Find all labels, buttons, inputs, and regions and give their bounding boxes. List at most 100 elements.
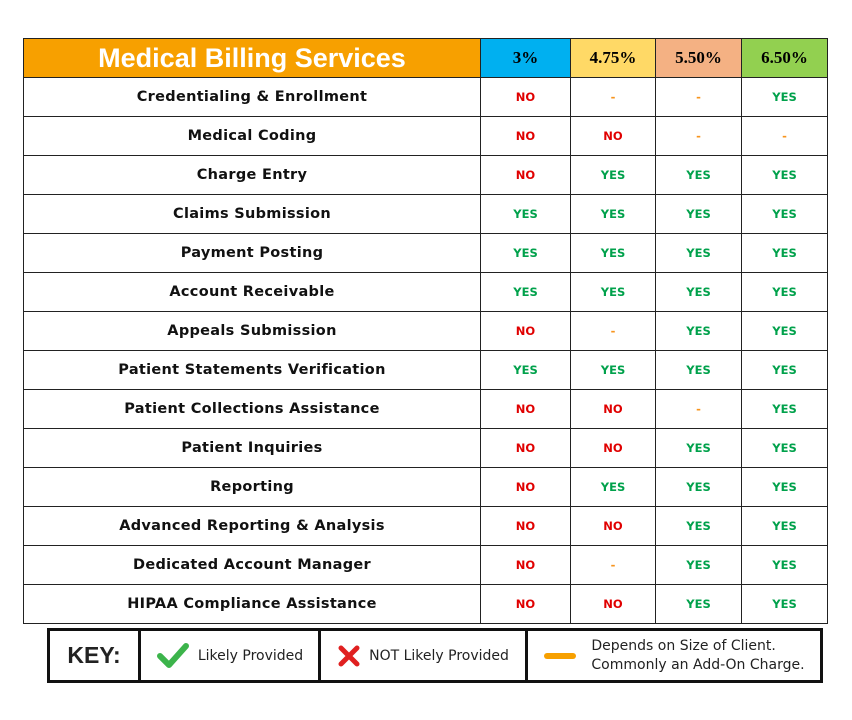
cell-value: YES [570, 233, 656, 273]
cell-value: YES [741, 233, 828, 273]
row-label: Account Receivable [23, 272, 481, 312]
row: HIPAA Compliance Assistance NO NO YES YES [23, 584, 828, 624]
table-body: Medical Billing Services 3% 4.75% 5.50% 6.5… [23, 38, 828, 624]
key-label: NOT Likely Provided [369, 647, 509, 664]
row-label: Patient Statements Verification [23, 350, 481, 390]
cell-value: YES [480, 233, 571, 273]
cell-value: YES [570, 467, 656, 507]
cell-value: YES [655, 428, 742, 468]
cell-value: YES [741, 467, 828, 507]
cell-value: NO [570, 389, 656, 429]
row: Reporting NO YES YES YES [23, 467, 828, 507]
cell-value: NO [480, 506, 571, 546]
cell-value: NO [480, 545, 571, 585]
cell-value: NO [480, 77, 571, 117]
cell-value: YES [655, 350, 742, 390]
cell-value: NO [480, 155, 571, 195]
cell-value: YES [570, 194, 656, 234]
key-item: Likely Provided [141, 631, 321, 680]
row: Patient Collections Assistance NO NO - YES [23, 389, 828, 429]
cell-value: YES [655, 272, 742, 312]
row-label: Payment Posting [23, 233, 481, 273]
cell-value: NO [570, 428, 656, 468]
column-header: 4.75% [570, 38, 656, 78]
cell-value: NO [570, 116, 656, 156]
cell-value: NO [480, 467, 571, 507]
cell-value: YES [741, 506, 828, 546]
row: Payment Posting YES YES YES YES [23, 233, 828, 273]
cell-value: - [570, 545, 656, 585]
dash-icon [544, 652, 577, 659]
row: Credentialing & Enrollment NO - - YES [23, 77, 828, 117]
row-label: Dedicated Account Manager [23, 545, 481, 585]
cell-value: NO [480, 311, 571, 351]
row-label: Patient Inquiries [23, 428, 481, 468]
cell-value: YES [655, 467, 742, 507]
cell-value: NO [570, 506, 656, 546]
key-label: Likely Provided [197, 647, 304, 664]
cell-value: YES [480, 272, 571, 312]
table-title: Medical Billing Services [23, 38, 481, 78]
row-label: Charge Entry [23, 155, 481, 195]
cell-value: YES [570, 272, 656, 312]
key-item: NOT Likely Provided [321, 631, 528, 680]
cell-value: YES [655, 194, 742, 234]
column-header: 5.50% [655, 38, 742, 78]
key: KEY: Likely Provided NOT Likely Provided… [47, 628, 823, 683]
cell-value: YES [480, 350, 571, 390]
row: Patient Inquiries NO NO YES YES [23, 428, 828, 468]
check-icon [156, 642, 189, 668]
row: Patient Statements Verification YES YES YES… [23, 350, 828, 390]
row-label: HIPAA Compliance Assistance [23, 584, 481, 624]
row-label: Medical Coding [23, 116, 481, 156]
cell-value: YES [570, 155, 656, 195]
pricing-table: Medical Billing Services 3% 4.75% 5.50% 6.5… [23, 38, 828, 624]
cell-value: YES [741, 77, 828, 117]
cell-value: YES [741, 155, 828, 195]
row-label: Patient Collections Assistance [23, 389, 481, 429]
cell-value: YES [741, 545, 828, 585]
cell-value: YES [741, 428, 828, 468]
cell-value: YES [741, 272, 828, 312]
cell-value: NO [480, 116, 571, 156]
row: Medical Coding NO NO - - [23, 116, 828, 156]
cell-value: YES [655, 506, 742, 546]
cell-value: YES [655, 584, 742, 624]
cell-value: YES [480, 194, 571, 234]
cell-value: NO [480, 389, 571, 429]
cell-value: NO [480, 584, 571, 624]
row-label: Advanced Reporting & Analysis [23, 506, 481, 546]
row-label: Appeals Submission [23, 311, 481, 351]
row-label: Claims Submission [23, 194, 481, 234]
cell-value: YES [741, 350, 828, 390]
row: Advanced Reporting & Analysis NO NO YES YES [23, 506, 828, 546]
cell-value: YES [655, 233, 742, 273]
cell-value: YES [655, 545, 742, 585]
cell-value: NO [480, 428, 571, 468]
header-row: Medical Billing Services 3% 4.75% 5.50% 6.5… [23, 38, 828, 78]
column-header: 6.50% [741, 38, 828, 78]
row: Appeals Submission NO - YES YES [23, 311, 828, 351]
cell-value: YES [655, 155, 742, 195]
cell-value: - [570, 77, 656, 117]
cell-value: YES [741, 311, 828, 351]
cell-value: - [570, 311, 656, 351]
key-item: Depends on Size of Client. Commonly an A… [528, 631, 820, 680]
cell-value: YES [655, 311, 742, 351]
cell-value: YES [741, 194, 828, 234]
column-header: 3% [480, 38, 571, 78]
key-title: KEY: [50, 631, 141, 680]
cell-value: NO [570, 584, 656, 624]
row-label: Credentialing & Enrollment [23, 77, 481, 117]
row: Dedicated Account Manager NO - YES YES [23, 545, 828, 585]
row: Charge Entry NO YES YES YES [23, 155, 828, 195]
cell-value: - [655, 77, 742, 117]
key-line: Depends on Size of Client. [591, 637, 776, 654]
key-line: Commonly an Add-On Charge. [591, 656, 805, 673]
row: Claims Submission YES YES YES YES [23, 194, 828, 234]
cell-value: YES [741, 389, 828, 429]
key-label: Depends on Size of Client. Commonly an A… [591, 637, 804, 675]
row-label: Reporting [23, 467, 481, 507]
cell-value: - [741, 116, 828, 156]
